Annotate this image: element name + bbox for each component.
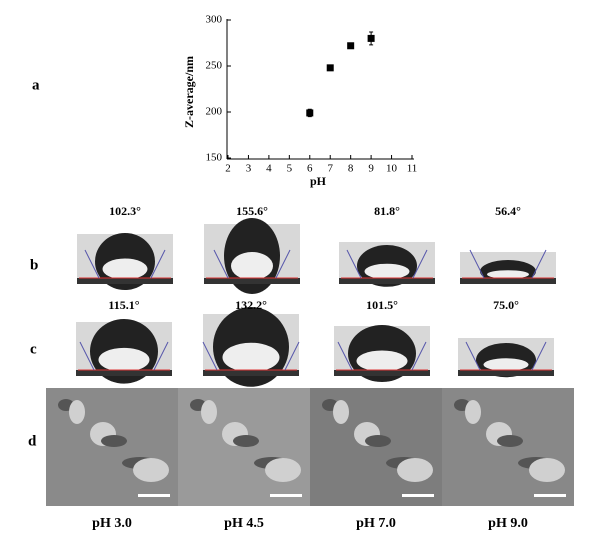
droplet-highlight <box>356 350 408 372</box>
droplet-highlight <box>483 358 529 371</box>
tangent <box>150 249 166 279</box>
ph-label: pH 9.0 <box>488 516 528 531</box>
x-tick-label: 2 <box>225 163 231 175</box>
data-point <box>306 109 314 117</box>
tangent <box>531 341 547 371</box>
ph-label: pH 3.0 <box>92 516 132 531</box>
x-tick-label: 7 <box>327 163 333 175</box>
scale-bar <box>534 494 566 497</box>
tangent <box>202 341 218 371</box>
sem-feature <box>397 458 433 482</box>
contact-angle: 102.3° <box>109 204 141 218</box>
sem-feature <box>201 400 217 424</box>
contact-angle: 132.2° <box>235 298 267 312</box>
x-tick-label: 11 <box>407 163 418 175</box>
sem-feature <box>365 435 391 447</box>
y-tick-label: 250 <box>206 60 223 72</box>
contact-angle: 75.0° <box>493 298 519 312</box>
contact-angle: 101.5° <box>366 298 398 312</box>
x-tick-label: 8 <box>348 163 354 175</box>
y-tick-label: 150 <box>206 152 223 164</box>
tangent <box>411 341 427 371</box>
ph-label: pH 4.5 <box>224 516 264 531</box>
droplet-highlight <box>487 270 529 279</box>
droplet-highlight <box>364 263 410 280</box>
substrate <box>458 370 554 376</box>
droplet-highlight <box>231 252 273 280</box>
droplet-highlight <box>102 258 148 280</box>
data-point <box>347 42 355 50</box>
tangent <box>465 341 481 371</box>
scale-bar <box>270 494 302 497</box>
sem-feature <box>101 435 127 447</box>
sem-feature <box>465 400 481 424</box>
data-point <box>326 64 334 72</box>
x-axis-label: pH <box>310 174 327 188</box>
sem-feature <box>69 400 85 424</box>
substrate <box>76 370 172 376</box>
x-tick-label: 10 <box>386 163 398 175</box>
x-tick-label: 3 <box>246 163 252 175</box>
sem-feature <box>233 435 259 447</box>
scale-bar <box>138 494 170 497</box>
x-tick-label: 5 <box>287 163 293 175</box>
panel-label: c <box>30 341 37 357</box>
y-axis-label: Z-average/nm <box>182 56 196 128</box>
tangent <box>284 341 300 371</box>
x-tick-label: 6 <box>307 163 313 175</box>
substrate <box>460 278 556 284</box>
substrate <box>204 278 300 284</box>
sem-feature <box>497 435 523 447</box>
contact-angle: 155.6° <box>236 204 268 218</box>
panel-label: d <box>28 433 37 449</box>
substrate <box>77 278 173 284</box>
tangent <box>346 249 362 279</box>
tangent <box>275 249 291 279</box>
contact-angle: 81.8° <box>374 204 400 218</box>
panel-label: b <box>30 257 38 273</box>
contact-angle: 115.1° <box>108 298 139 312</box>
tangent <box>213 249 229 279</box>
tangent <box>79 341 95 371</box>
ph-label: pH 7.0 <box>356 516 396 531</box>
scale-bar <box>402 494 434 497</box>
data-point <box>367 34 375 42</box>
sem-feature <box>133 458 169 482</box>
tangent <box>469 249 485 279</box>
tangent <box>337 341 353 371</box>
x-tick-label: 9 <box>368 163 374 175</box>
x-tick-label: 4 <box>266 163 272 175</box>
sem-feature <box>333 400 349 424</box>
panel-label: a <box>32 77 40 93</box>
tangent <box>153 341 169 371</box>
tangent <box>84 249 100 279</box>
substrate <box>339 278 435 284</box>
tangent <box>531 249 547 279</box>
y-tick-label: 300 <box>206 14 223 26</box>
droplet-highlight <box>98 347 150 372</box>
substrate <box>334 370 430 376</box>
y-tick-label: 200 <box>206 106 223 118</box>
sem-feature <box>529 458 565 482</box>
droplet-highlight <box>222 342 280 373</box>
contact-angle: 56.4° <box>495 204 521 218</box>
tangent <box>412 249 428 279</box>
substrate <box>203 370 299 376</box>
sem-feature <box>265 458 301 482</box>
